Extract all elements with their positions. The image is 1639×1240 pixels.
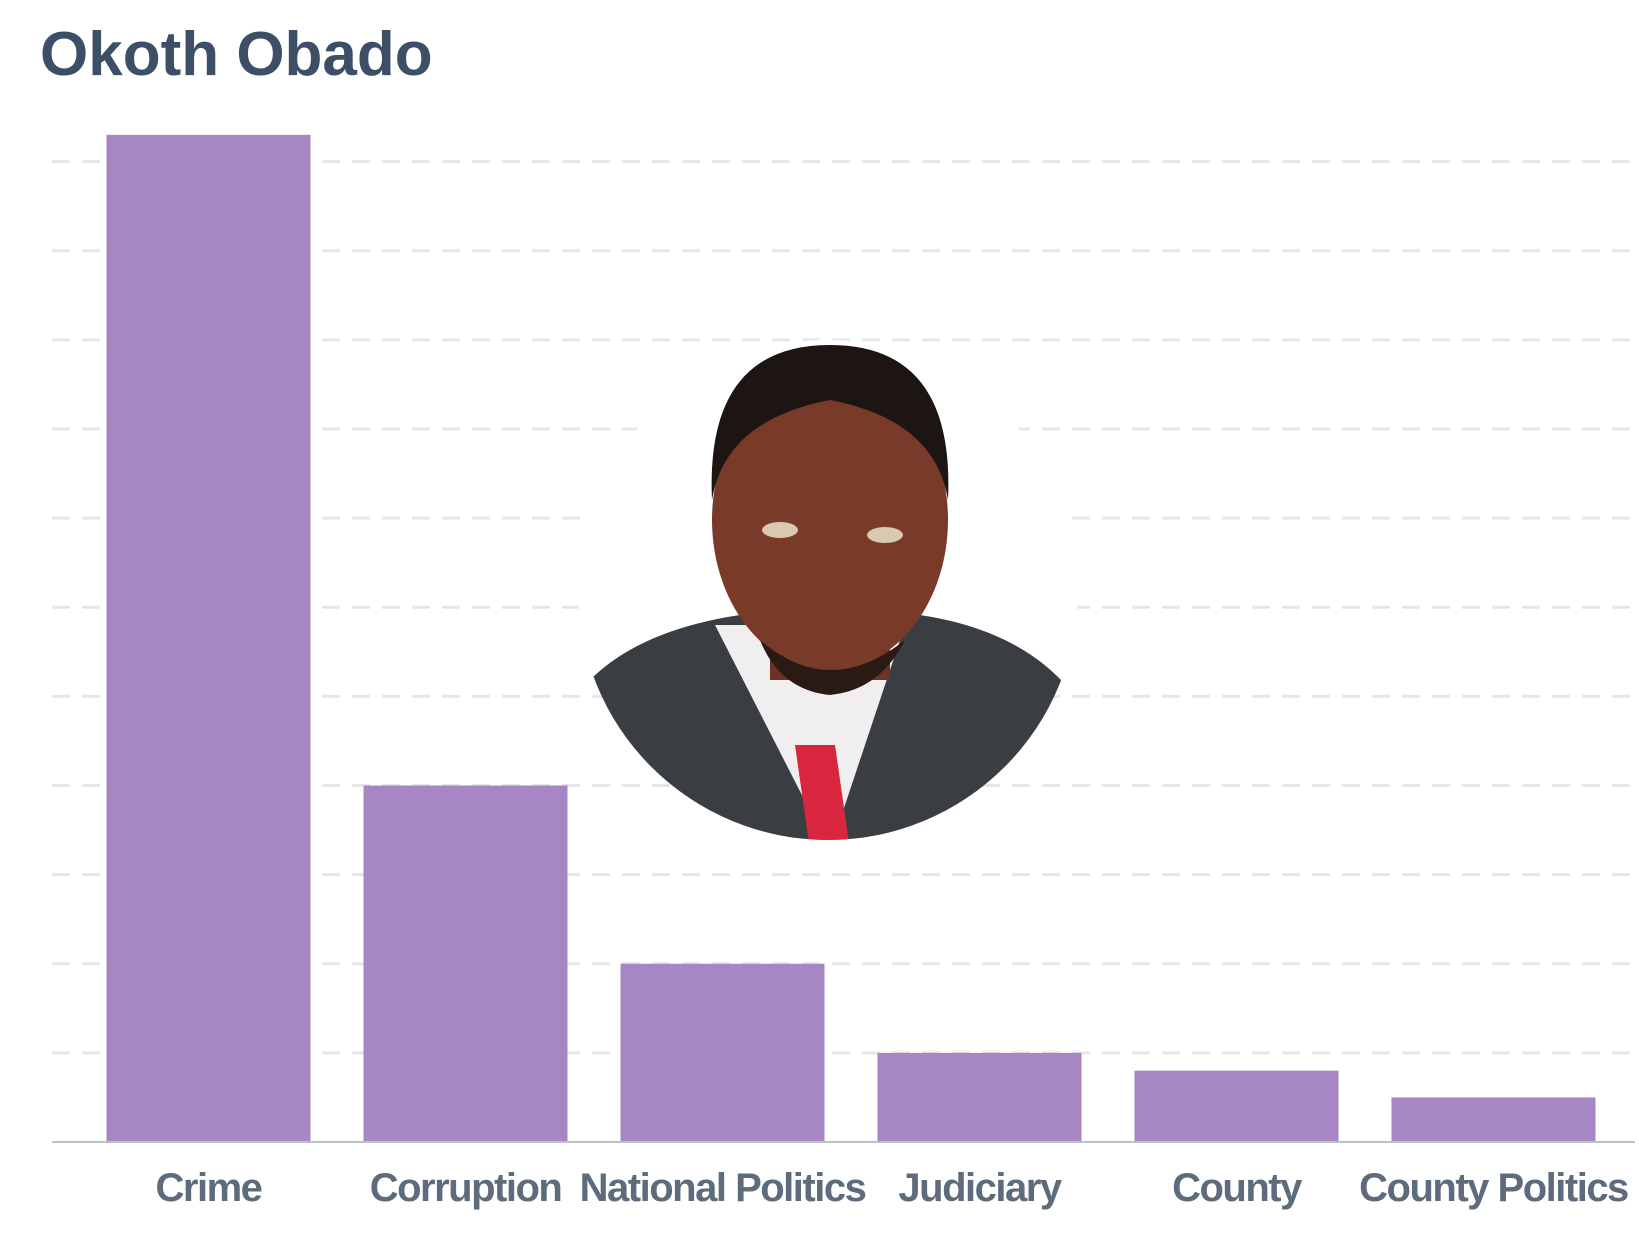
bar [1134,1070,1339,1142]
x-tick-label: Crime [156,1166,262,1210]
bar [1391,1097,1596,1142]
beard [760,640,905,695]
eye [762,522,798,538]
x-tick-label: County Politics [1359,1166,1628,1210]
face [712,370,948,670]
bar [620,963,825,1142]
axis: Crime Corruption National Politics Judiciar… [52,1141,1635,1210]
tie [795,745,850,840]
hair [711,345,949,500]
bar [877,1052,1082,1142]
bars [106,134,1596,1143]
x-tick-label: Judiciary [898,1166,1062,1210]
x-tick-label: County [1172,1166,1303,1210]
x-tick-label: National Politics [580,1166,866,1210]
portrait [578,340,1078,840]
bar [363,785,568,1142]
chart-title: Okoth Obado [40,20,433,89]
bar [106,134,311,1143]
x-tick-label: Corruption [370,1166,562,1210]
eye [867,527,903,543]
